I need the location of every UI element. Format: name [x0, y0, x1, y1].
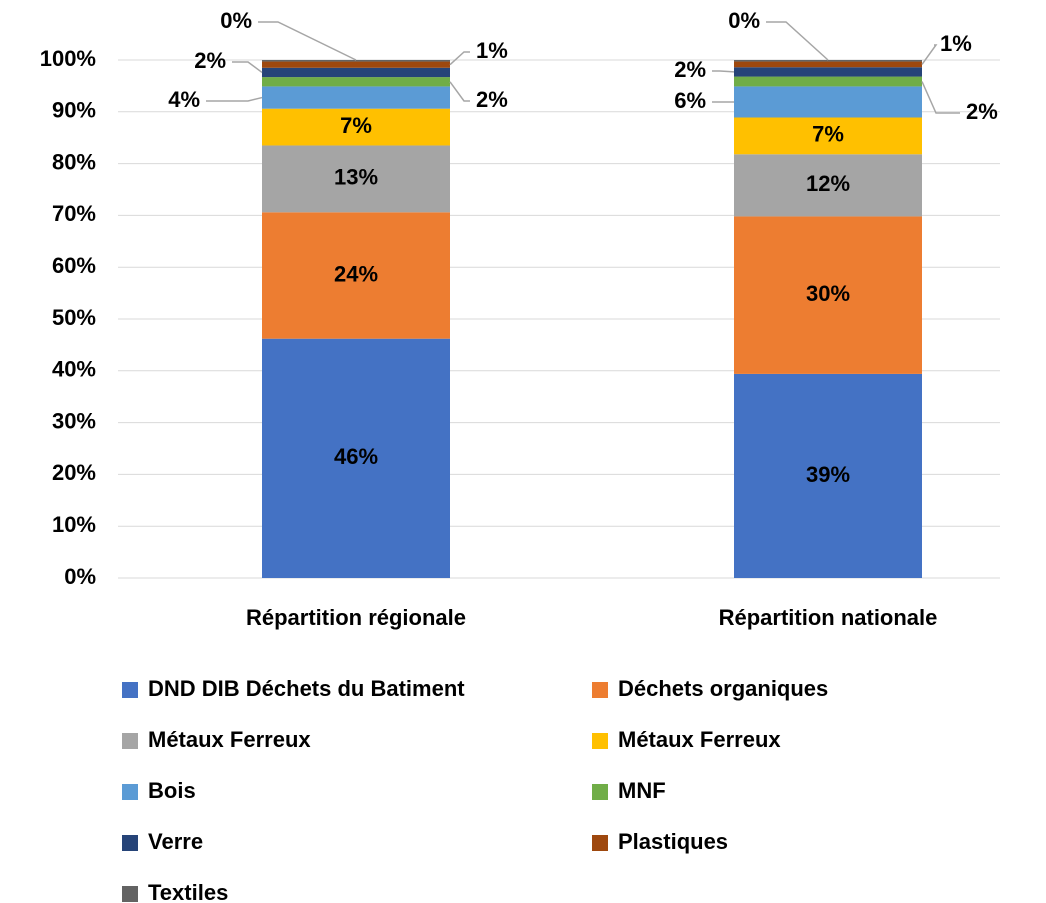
legend-label: MNF — [618, 778, 666, 803]
legend-label: Métaux Ferreux — [148, 727, 311, 752]
legend-swatch — [592, 784, 608, 800]
bar-segment — [734, 61, 922, 68]
legend-swatch — [122, 682, 138, 698]
data-label: 1% — [476, 38, 508, 63]
bar-segment — [734, 154, 922, 217]
bar-segment — [734, 117, 922, 155]
data-label: 30% — [806, 281, 850, 306]
data-label: 2% — [476, 87, 508, 112]
data-label: 7% — [812, 122, 844, 147]
bar-segment — [262, 61, 450, 68]
legend-swatch — [122, 733, 138, 749]
bar-segment — [262, 212, 450, 339]
legend-swatch — [122, 784, 138, 800]
data-label: 0% — [220, 8, 252, 33]
y-tick-label: 90% — [52, 98, 96, 123]
data-label: 24% — [334, 261, 378, 286]
data-label: 6% — [674, 88, 706, 113]
legend-swatch — [592, 733, 608, 749]
y-tick-label: 30% — [52, 408, 96, 433]
y-tick-label: 20% — [52, 460, 96, 485]
leader-line — [232, 61, 263, 74]
legend-label: DND DIB Déchets du Batiment — [148, 676, 465, 701]
y-tick-label: 100% — [40, 46, 96, 71]
bar-segment — [262, 67, 450, 78]
legend-label: Métaux Ferreux — [618, 727, 781, 752]
y-tick-label: 50% — [52, 305, 96, 330]
leader-line — [766, 21, 829, 61]
data-label: 13% — [334, 165, 378, 190]
leader-line — [449, 81, 470, 102]
bar-segment — [262, 108, 450, 146]
bar-segment — [734, 67, 922, 77]
data-label: 1% — [940, 31, 972, 56]
bar-segment — [734, 60, 922, 62]
data-label: 12% — [806, 171, 850, 196]
bar-segment — [262, 86, 450, 109]
y-tick-label: 80% — [52, 149, 96, 174]
legend-swatch — [122, 886, 138, 902]
bar-segment — [262, 145, 450, 213]
y-tick-label: 60% — [52, 253, 96, 278]
bar-segment — [734, 216, 922, 374]
bar-segment — [262, 60, 450, 62]
legend-label: Bois — [148, 778, 196, 803]
data-label: 2% — [966, 99, 998, 124]
bar-segment — [734, 86, 922, 118]
legend-swatch — [122, 835, 138, 851]
y-tick-label: 40% — [52, 357, 96, 382]
data-label: 7% — [340, 113, 372, 138]
y-tick-label: 70% — [52, 201, 96, 226]
leader-line — [921, 44, 938, 65]
leader-line — [258, 21, 357, 61]
legend-swatch — [592, 682, 608, 698]
leader-line — [921, 81, 960, 114]
leader-line — [449, 51, 470, 66]
legend-label: Textiles — [148, 880, 228, 903]
data-label: 0% — [728, 8, 760, 33]
y-tick-label: 10% — [52, 512, 96, 537]
legend-label: Plastiques — [618, 829, 728, 854]
data-label: 2% — [674, 57, 706, 82]
data-label: 4% — [168, 87, 200, 112]
legend-label: Verre — [148, 829, 203, 854]
leader-line — [206, 96, 263, 102]
leader-line — [712, 70, 735, 73]
y-tick-label: 0% — [64, 564, 96, 589]
legend-label: Déchets organiques — [618, 676, 828, 701]
data-label: 46% — [334, 444, 378, 469]
bar-segment — [262, 338, 450, 578]
bar-segment — [734, 373, 922, 578]
x-tick-label: Répartition régionale — [246, 605, 466, 630]
data-label: 39% — [806, 462, 850, 487]
legend-swatch — [592, 835, 608, 851]
data-label: 2% — [194, 48, 226, 73]
x-tick-label: Répartition nationale — [719, 605, 938, 630]
bar-segment — [262, 77, 450, 87]
bar-segment — [734, 76, 922, 87]
